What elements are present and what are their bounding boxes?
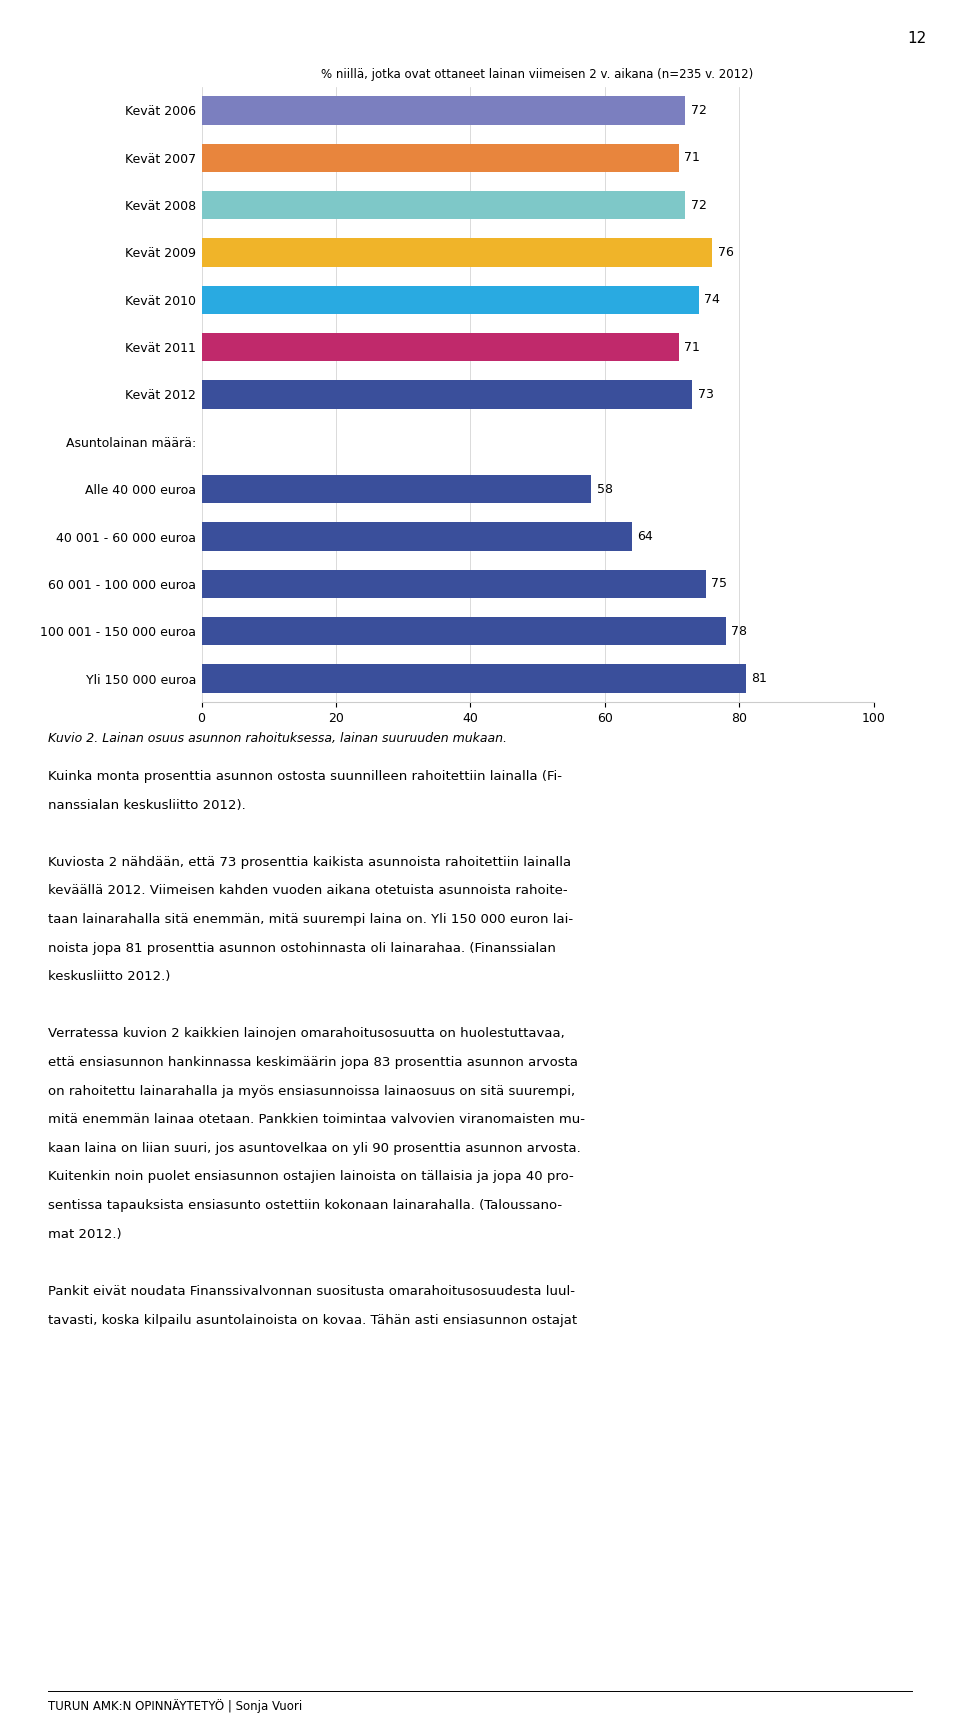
Text: 73: 73	[698, 388, 713, 401]
Bar	[202, 333, 679, 361]
Text: on rahoitettu lainarahalla ja myös ensiasunnoissa lainaosuus on sitä suurempi,: on rahoitettu lainarahalla ja myös ensia…	[48, 1085, 575, 1098]
Bar	[202, 286, 699, 314]
Text: Kuinka monta prosenttia asunnon ostosta suunnilleen rahoitettiin lainalla (Fi-: Kuinka monta prosenttia asunnon ostosta …	[48, 770, 562, 782]
Text: 71: 71	[684, 340, 700, 354]
Text: Pankit eivät noudata Finanssivalvonnan suositusta omarahoitusosuudesta luul-: Pankit eivät noudata Finanssivalvonnan s…	[48, 1285, 575, 1297]
Bar	[202, 238, 712, 267]
Text: TURUN AMK:N OPINNÄYTETYÖ | Sonja Vuori: TURUN AMK:N OPINNÄYTETYÖ | Sonja Vuori	[48, 1699, 302, 1713]
Title: % niillä, jotka ovat ottaneet lainan viimeisen 2 v. aikana (n=235 v. 2012): % niillä, jotka ovat ottaneet lainan vii…	[322, 68, 754, 81]
Bar	[202, 570, 706, 598]
Text: Verratessa kuvion 2 kaikkien lainojen omarahoitusosuutta on huolestuttavaa,: Verratessa kuvion 2 kaikkien lainojen om…	[48, 1027, 564, 1040]
Text: 78: 78	[732, 624, 747, 638]
Text: 76: 76	[718, 246, 733, 258]
Text: 12: 12	[907, 31, 926, 47]
Text: kaan laina on liian suuri, jos asuntovelkaa on yli 90 prosenttia asunnon arvosta: kaan laina on liian suuri, jos asuntovel…	[48, 1143, 581, 1155]
Text: keskusliitto 2012.): keskusliitto 2012.)	[48, 971, 170, 983]
Bar	[202, 95, 685, 125]
Text: keväällä 2012. Viimeisen kahden vuoden aikana otetuista asunnoista rahoite-: keväällä 2012. Viimeisen kahden vuoden a…	[48, 884, 567, 896]
Bar	[202, 664, 746, 694]
Text: 64: 64	[637, 531, 653, 543]
Text: mat 2012.): mat 2012.)	[48, 1228, 122, 1240]
Text: mitä enemmän lainaa otetaan. Pankkien toimintaa valvovien viranomaisten mu-: mitä enemmän lainaa otetaan. Pankkien to…	[48, 1113, 585, 1125]
Bar	[202, 144, 679, 172]
Text: Kuitenkin noin puolet ensiasunnon ostajien lainoista on tällaisia ja jopa 40 pro: Kuitenkin noin puolet ensiasunnon ostaji…	[48, 1170, 574, 1183]
Text: sentissa tapauksista ensiasunto ostettiin kokonaan lainarahalla. (Taloussano-: sentissa tapauksista ensiasunto ostettii…	[48, 1200, 563, 1212]
Text: 71: 71	[684, 151, 700, 165]
Bar	[202, 617, 726, 645]
Text: että ensiasunnon hankinnassa keskimäärin jopa 83 prosenttia asunnon arvosta: että ensiasunnon hankinnassa keskimäärin…	[48, 1056, 578, 1068]
Bar	[202, 191, 685, 218]
Text: 81: 81	[752, 673, 767, 685]
Text: 72: 72	[691, 199, 707, 212]
Text: 75: 75	[711, 577, 727, 590]
Bar	[202, 475, 591, 503]
Text: Kuviosta 2 nähdään, että 73 prosenttia kaikista asunnoista rahoitettiin lainalla: Kuviosta 2 nähdään, että 73 prosenttia k…	[48, 855, 571, 869]
Text: tavasti, koska kilpailu asuntolainoista on kovaa. Tähän asti ensiasunnon ostajat: tavasti, koska kilpailu asuntolainoista …	[48, 1314, 577, 1327]
Bar	[202, 522, 632, 551]
Bar	[202, 380, 692, 409]
Text: taan lainarahalla sitä enemmän, mitä suurempi laina on. Yli 150 000 euron lai-: taan lainarahalla sitä enemmän, mitä suu…	[48, 912, 573, 926]
Text: Kuvio 2. Lainan osuus asunnon rahoituksessa, lainan suuruuden mukaan.: Kuvio 2. Lainan osuus asunnon rahoitukse…	[48, 732, 507, 744]
Text: nanssialan keskusliitto 2012).: nanssialan keskusliitto 2012).	[48, 798, 246, 812]
Text: 58: 58	[597, 482, 612, 496]
Text: noista jopa 81 prosenttia asunnon ostohinnasta oli lainarahaa. (Finanssialan: noista jopa 81 prosenttia asunnon ostohi…	[48, 942, 556, 954]
Text: 74: 74	[705, 293, 720, 307]
Text: 72: 72	[691, 104, 707, 116]
